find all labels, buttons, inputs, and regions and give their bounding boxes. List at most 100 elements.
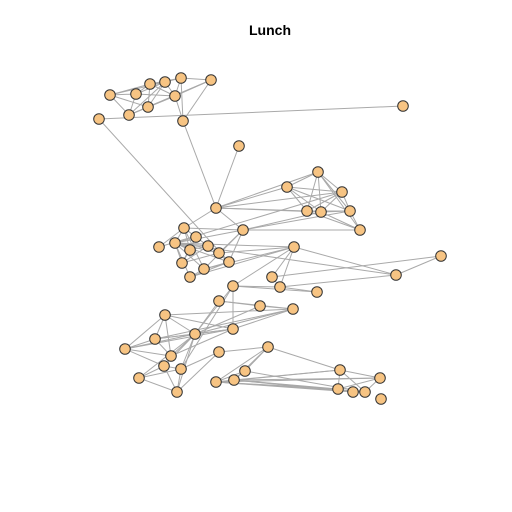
edge [395, 255, 442, 276]
edge [218, 246, 295, 254]
edge [218, 346, 269, 353]
node [397, 100, 409, 112]
node [359, 386, 371, 398]
edge [164, 314, 172, 357]
node [375, 393, 387, 405]
node [227, 323, 239, 335]
node [210, 376, 222, 388]
node [213, 247, 225, 259]
edge [182, 79, 212, 122]
node [171, 386, 183, 398]
edge [228, 229, 244, 263]
edge [317, 171, 351, 212]
node [228, 374, 240, 386]
node [227, 280, 239, 292]
edge [138, 377, 178, 393]
edge [174, 242, 205, 270]
node [237, 224, 249, 236]
node [354, 224, 366, 236]
edge [317, 171, 322, 213]
node [142, 101, 154, 113]
node [239, 365, 251, 377]
edge [279, 246, 295, 288]
edge [124, 314, 166, 350]
edge [164, 314, 234, 330]
node [159, 76, 171, 88]
node [119, 343, 131, 355]
node [301, 205, 313, 217]
edge [98, 118, 230, 263]
edge [124, 348, 172, 357]
node [336, 186, 348, 198]
edge [176, 351, 220, 393]
node [175, 363, 187, 375]
node [189, 328, 201, 340]
node [435, 250, 447, 262]
node [287, 303, 299, 315]
edge [183, 207, 217, 229]
edge [164, 308, 294, 316]
node [205, 74, 217, 86]
edge [244, 370, 366, 393]
edge [232, 308, 294, 330]
node [210, 202, 222, 214]
edge [267, 346, 341, 371]
edge [233, 369, 341, 381]
edge [279, 274, 397, 288]
edge [215, 171, 319, 209]
node [213, 295, 225, 307]
edge [242, 210, 351, 231]
edge [124, 328, 234, 350]
node-layer [93, 72, 447, 405]
edge [164, 314, 196, 335]
node [159, 309, 171, 321]
node [262, 341, 274, 353]
edge [339, 369, 381, 379]
node [254, 300, 266, 312]
edge [232, 246, 295, 287]
edge [317, 171, 361, 231]
node [332, 383, 344, 395]
edge [194, 308, 294, 335]
edge [233, 377, 381, 381]
node [190, 231, 202, 243]
edge [109, 94, 149, 108]
node [178, 222, 190, 234]
node [93, 113, 105, 125]
edge [271, 246, 295, 278]
node [149, 333, 161, 345]
node [344, 205, 356, 217]
edge [138, 368, 182, 379]
node [347, 386, 359, 398]
edge [306, 191, 343, 212]
diagram-title: Lunch [249, 22, 291, 38]
edge [176, 333, 196, 393]
edge [271, 255, 442, 278]
node [184, 271, 196, 283]
node [281, 181, 293, 193]
edge [215, 186, 288, 209]
node [315, 206, 327, 218]
node [130, 88, 142, 100]
edge [215, 207, 244, 231]
edge [194, 285, 234, 335]
edge [215, 191, 343, 209]
node [213, 346, 225, 358]
node [177, 115, 189, 127]
edge [135, 93, 176, 97]
edge [233, 346, 269, 381]
node [390, 269, 402, 281]
edge [182, 120, 217, 209]
node [153, 241, 165, 253]
edge [337, 377, 381, 390]
edge [154, 308, 294, 340]
edge [181, 252, 220, 264]
edge [128, 81, 166, 116]
node [175, 72, 187, 84]
edge [293, 246, 397, 276]
edge [183, 227, 244, 231]
edge [180, 351, 220, 370]
node [104, 89, 116, 101]
edge [124, 348, 165, 367]
